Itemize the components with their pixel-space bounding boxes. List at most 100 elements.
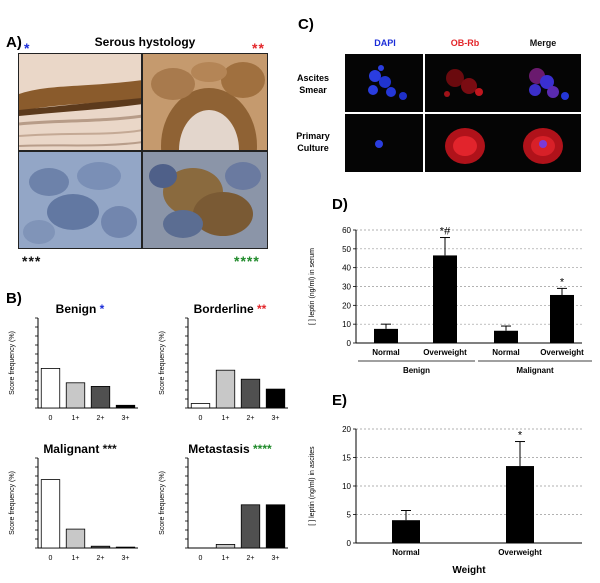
row-label-ascites-smear: Ascites Smear	[296, 73, 330, 95]
histology-image-malignant	[18, 151, 142, 249]
benign-title: Benign *	[56, 302, 105, 316]
ascites-y-tick-label: 5	[347, 511, 352, 520]
borderline-bar-0	[190, 403, 211, 409]
malignant-bar-2	[90, 545, 111, 549]
histology-marker-borderline: **	[252, 40, 265, 56]
serum-bar-0	[374, 328, 398, 343]
metastasis-bar-2	[240, 504, 261, 549]
benign-bar-2	[90, 386, 111, 409]
metastasis-bar-3	[265, 504, 286, 549]
malignant-x-tick-label: 3+	[122, 555, 130, 562]
serum-bar-1	[433, 255, 457, 343]
histology-image-metastasis	[142, 151, 268, 249]
histology-marker-benign: *	[24, 40, 31, 56]
serum-y-tick-label: 20	[342, 301, 351, 310]
channel-header-dapi: DAPI	[374, 38, 396, 48]
benign-x-tick-label: 3+	[122, 415, 130, 422]
serum-y-tick-label: 30	[342, 283, 351, 292]
benign-x-tick-label: 2+	[97, 415, 105, 422]
serum-y-tick-label: 10	[342, 320, 351, 329]
benign-marker: *	[100, 302, 105, 316]
fluorescence-image-culture-merge	[503, 114, 581, 172]
benign-y-label: Score frequency (%)	[9, 331, 16, 395]
panel-label-d: D)	[332, 196, 348, 213]
malignant-marker: ***	[103, 442, 117, 456]
benign-bar-1	[65, 382, 86, 409]
ascites-y-tick-label: 0	[347, 539, 352, 548]
serum-y-label: [ ] leptin (ng/ml) in serum	[309, 248, 316, 325]
borderline-x-tick-label: 3+	[272, 415, 280, 422]
chart-borderline: Borderline ** Score frequency (%) 0 1+ 2+ 3+	[159, 302, 288, 422]
chart-metastasis: Metastasis **** Score frequency (%) 0 1+ 2+ 3…	[159, 442, 288, 562]
malignant-title: Malignant ***	[43, 442, 117, 456]
metastasis-x-tick-label: 3+	[272, 555, 280, 562]
ascites-x-label: Weight	[452, 565, 486, 576]
serum-y-tick-label: 0	[347, 339, 352, 348]
serum-x-tick-label: Normal	[492, 348, 520, 357]
serum-x-tick-label: Normal	[372, 348, 400, 357]
serum-y-tick-label: 60	[342, 226, 351, 235]
malignant-x-tick-label: 0	[49, 555, 53, 562]
benign-x-tick-label: 0	[49, 415, 53, 422]
fluorescence-image-culture-obrb	[425, 114, 503, 172]
borderline-bar-2	[240, 378, 261, 409]
row-label-primary-culture: Primary Culture	[296, 131, 330, 153]
chart-benign: Benign * Score frequency (%) 0 1+ 2+ 3+	[9, 302, 138, 422]
borderline-title: Borderline **	[194, 302, 267, 316]
histology-title: Serous hystology	[94, 35, 196, 49]
channel-header-obrb: OB-Rb	[450, 38, 480, 48]
histology-marker-metastasis: ****	[234, 253, 260, 269]
chart-serum-leptin: 0 10 20 30 40 50 60 [ ] leptin (ng/ml) in serum…	[309, 226, 592, 375]
benign-bar-3	[115, 404, 136, 409]
ascites-bar-1	[506, 466, 534, 543]
ascites-y-tick-label: 10	[342, 482, 351, 491]
metastasis-bar-1	[215, 544, 236, 549]
malignant-bar-0	[40, 479, 61, 549]
ascites-annotation-1: *	[518, 430, 523, 442]
borderline-bar-1	[215, 369, 236, 409]
ascites-y-tick-label: 20	[342, 425, 351, 434]
serum-annotation-3: *	[560, 276, 565, 288]
malignant-x-tick-label: 2+	[97, 555, 105, 562]
histology-marker-malignant: ***	[22, 253, 42, 269]
serum-y-tick-label: 50	[342, 245, 351, 254]
ascites-y-tick-label: 15	[342, 454, 351, 463]
serum-bar-2	[494, 330, 518, 343]
chart-malignant: Malignant *** Score frequency (%) 0 1+ 2+ 3+	[9, 442, 138, 562]
ascites-x-tick-label: Normal	[392, 548, 420, 557]
benign-bar-0	[40, 368, 61, 409]
fluorescence-image-culture-dapi	[345, 114, 423, 172]
fluorescence-image-ascites-merge	[503, 54, 581, 112]
panel-label-c: C)	[298, 16, 314, 33]
serum-annotation-1: *#	[440, 226, 451, 238]
histology-image-borderline	[142, 53, 268, 151]
borderline-x-tick-label: 1+	[222, 415, 230, 422]
borderline-y-label: Score frequency (%)	[159, 331, 166, 395]
metastasis-x-tick-label: 2+	[247, 555, 255, 562]
chart-ascites-leptin: 0 5 10 15 20 [ ] leptin (ng/ml) in ascites Nor…	[309, 425, 582, 576]
panel-label-b: B)	[6, 290, 22, 307]
serum-group-label-0: Benign	[403, 366, 430, 375]
benign-x-tick-label: 1+	[72, 415, 80, 422]
panel-label-e: E)	[332, 392, 347, 409]
serum-x-tick-label: Overweight	[423, 348, 467, 357]
metastasis-x-tick-label: 1+	[222, 555, 230, 562]
serum-bar-3	[550, 294, 574, 343]
borderline-bar-3	[265, 388, 286, 409]
ascites-y-label: [ ] leptin (ng/ml) in ascites	[309, 446, 316, 526]
malignant-bar-1	[65, 528, 86, 549]
serum-group-label-1: Malignant	[516, 366, 554, 375]
fluorescence-image-ascites-obrb	[425, 54, 503, 112]
malignant-x-tick-label: 1+	[72, 555, 80, 562]
metastasis-marker: ****	[253, 442, 272, 456]
metastasis-x-tick-label: 0	[199, 555, 203, 562]
malignant-y-label: Score frequency (%)	[9, 471, 16, 535]
ascites-x-tick-label: Overweight	[498, 548, 542, 557]
channel-header-merge: Merge	[529, 38, 557, 48]
histology-image-benign	[18, 53, 142, 151]
serum-x-tick-label: Overweight	[540, 348, 584, 357]
metastasis-title: Metastasis ****	[188, 442, 272, 456]
borderline-x-tick-label: 0	[199, 415, 203, 422]
serum-y-tick-label: 40	[342, 264, 351, 273]
ascites-bar-0	[392, 520, 420, 543]
